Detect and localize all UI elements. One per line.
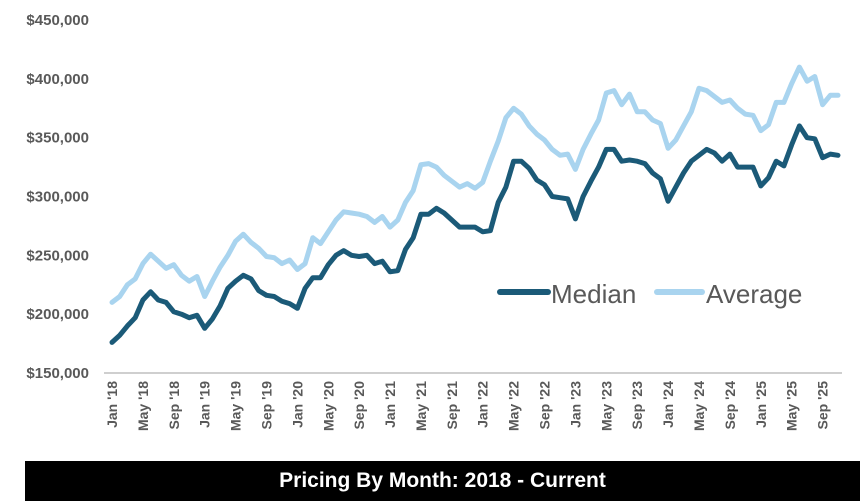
x-tick-label: May '25 [784,381,800,431]
x-tick-label: Sep '21 [444,381,460,430]
x-tick-label: Jan '25 [753,381,769,428]
y-tick-label: $300,000 [26,189,89,206]
x-tick-label: Jan '22 [475,381,491,428]
series-line-average [109,64,841,305]
y-axis: $450,000 $400,000 $350,000 $300,000 $250,000… [26,12,89,382]
x-tick-label: Jan '24 [660,381,676,428]
x-tick-label: Sep '22 [537,381,553,430]
x-tick-label: May '20 [320,381,336,431]
series-line-median [109,123,841,345]
x-tick-label: Jan '19 [197,381,213,428]
x-tick-label: Sep '19 [258,381,274,430]
x-tick-label: May '19 [228,381,244,431]
legend-label-median: Median [551,279,636,309]
y-tick-label: $150,000 [26,365,89,382]
y-tick-label: $350,000 [26,130,89,147]
x-axis: Jan '18 May '18 Sep '18 Jan '19 May '19 Sep '… [104,372,842,431]
y-tick-label: $200,000 [26,306,89,323]
x-tick-label: May '24 [691,381,707,431]
x-tick-label: Sep '24 [722,381,738,430]
y-tick-label: $450,000 [26,12,89,29]
chart-title-bar: Pricing By Month: 2018 - Current [25,461,860,501]
y-tick-label: $400,000 [26,71,89,88]
x-tick-label: Sep '20 [351,381,367,430]
line-chart: $450,000 $400,000 $350,000 $300,000 $250,000… [26,12,842,431]
x-tick-label: Sep '18 [166,381,182,430]
x-tick-label: May '23 [598,381,614,431]
x-tick-label: May '21 [413,381,429,431]
x-tick-label: Sep '25 [815,381,831,430]
legend: Median Average [497,279,802,309]
x-tick-label: Jan '18 [104,381,120,428]
x-tick-label: Jan '23 [567,381,583,428]
x-tick-label: Jan '20 [289,381,305,428]
x-tick-label: Sep '23 [629,381,645,430]
legend-label-average: Average [706,279,802,309]
chart-title: Pricing By Month: 2018 - Current [279,469,606,492]
x-tick-label: May '18 [135,381,151,431]
x-tick-label: May '22 [506,381,522,431]
y-tick-label: $250,000 [26,247,89,264]
x-tick-label: Jan '21 [382,381,398,428]
series-lines [109,64,841,345]
